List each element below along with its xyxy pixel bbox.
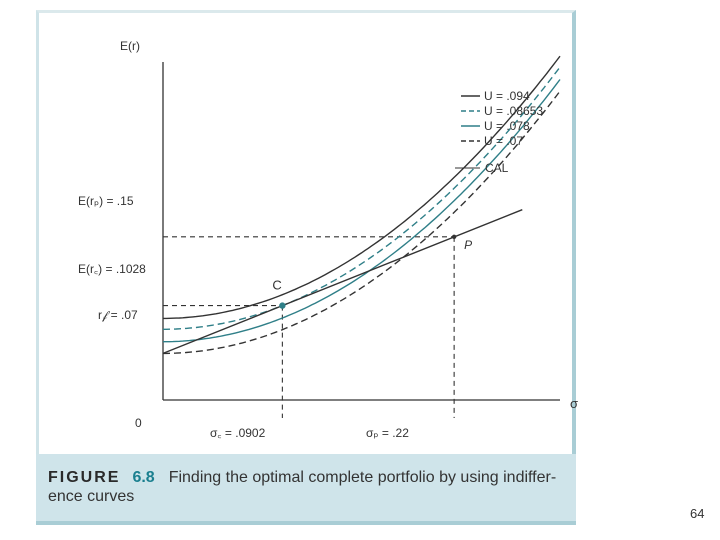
figure-number: 6.8: [132, 469, 155, 486]
x-axis-label: σ: [570, 396, 578, 411]
cal-line: [162, 209, 523, 355]
x-tick-label-sigma-p: σₚ = .22: [366, 426, 409, 440]
legend-label-u-08653: U = .08653: [484, 104, 543, 118]
legend: U = .094 U = .08653 U = .078 U = .07 CAL: [455, 89, 543, 175]
figure-label: FIGURE: [48, 469, 121, 486]
y-tick-label-ec: E(r꜀) = .1028: [78, 262, 146, 276]
legend-label-u-078: U = .078: [484, 119, 530, 133]
figure-caption-text: Finding the optimal complete portfolio b…: [48, 469, 557, 505]
figure-caption: FIGURE 6.8 Finding the optimal complete po…: [36, 454, 576, 525]
point-p-marker: [451, 234, 457, 240]
indifference-curve-u-08653: [163, 66, 561, 330]
point-c-label: C: [272, 278, 281, 293]
x-tick-label-sigma-c: σ꜀ = .0902: [210, 426, 266, 440]
point-c-marker: [279, 302, 286, 309]
legend-label-u-094: U = .094: [484, 89, 530, 103]
indifference-curve-u-078: [163, 79, 561, 343]
legend-label-cal: CAL: [485, 161, 509, 175]
page-number: 64: [690, 506, 705, 521]
point-p-label: P: [464, 238, 472, 252]
indifference-curve-u-094: [163, 55, 561, 320]
origin-label: 0: [135, 416, 142, 430]
y-tick-label-rf: r𝒻 = .07: [98, 308, 138, 322]
legend-label-u-07: U = .07: [484, 134, 523, 148]
indifference-curve-u-07: [163, 90, 561, 355]
figure-frame: [36, 10, 576, 525]
y-tick-label-ep: E(rₚ) = .15: [78, 194, 134, 208]
y-axis-label: E(r): [120, 39, 140, 53]
